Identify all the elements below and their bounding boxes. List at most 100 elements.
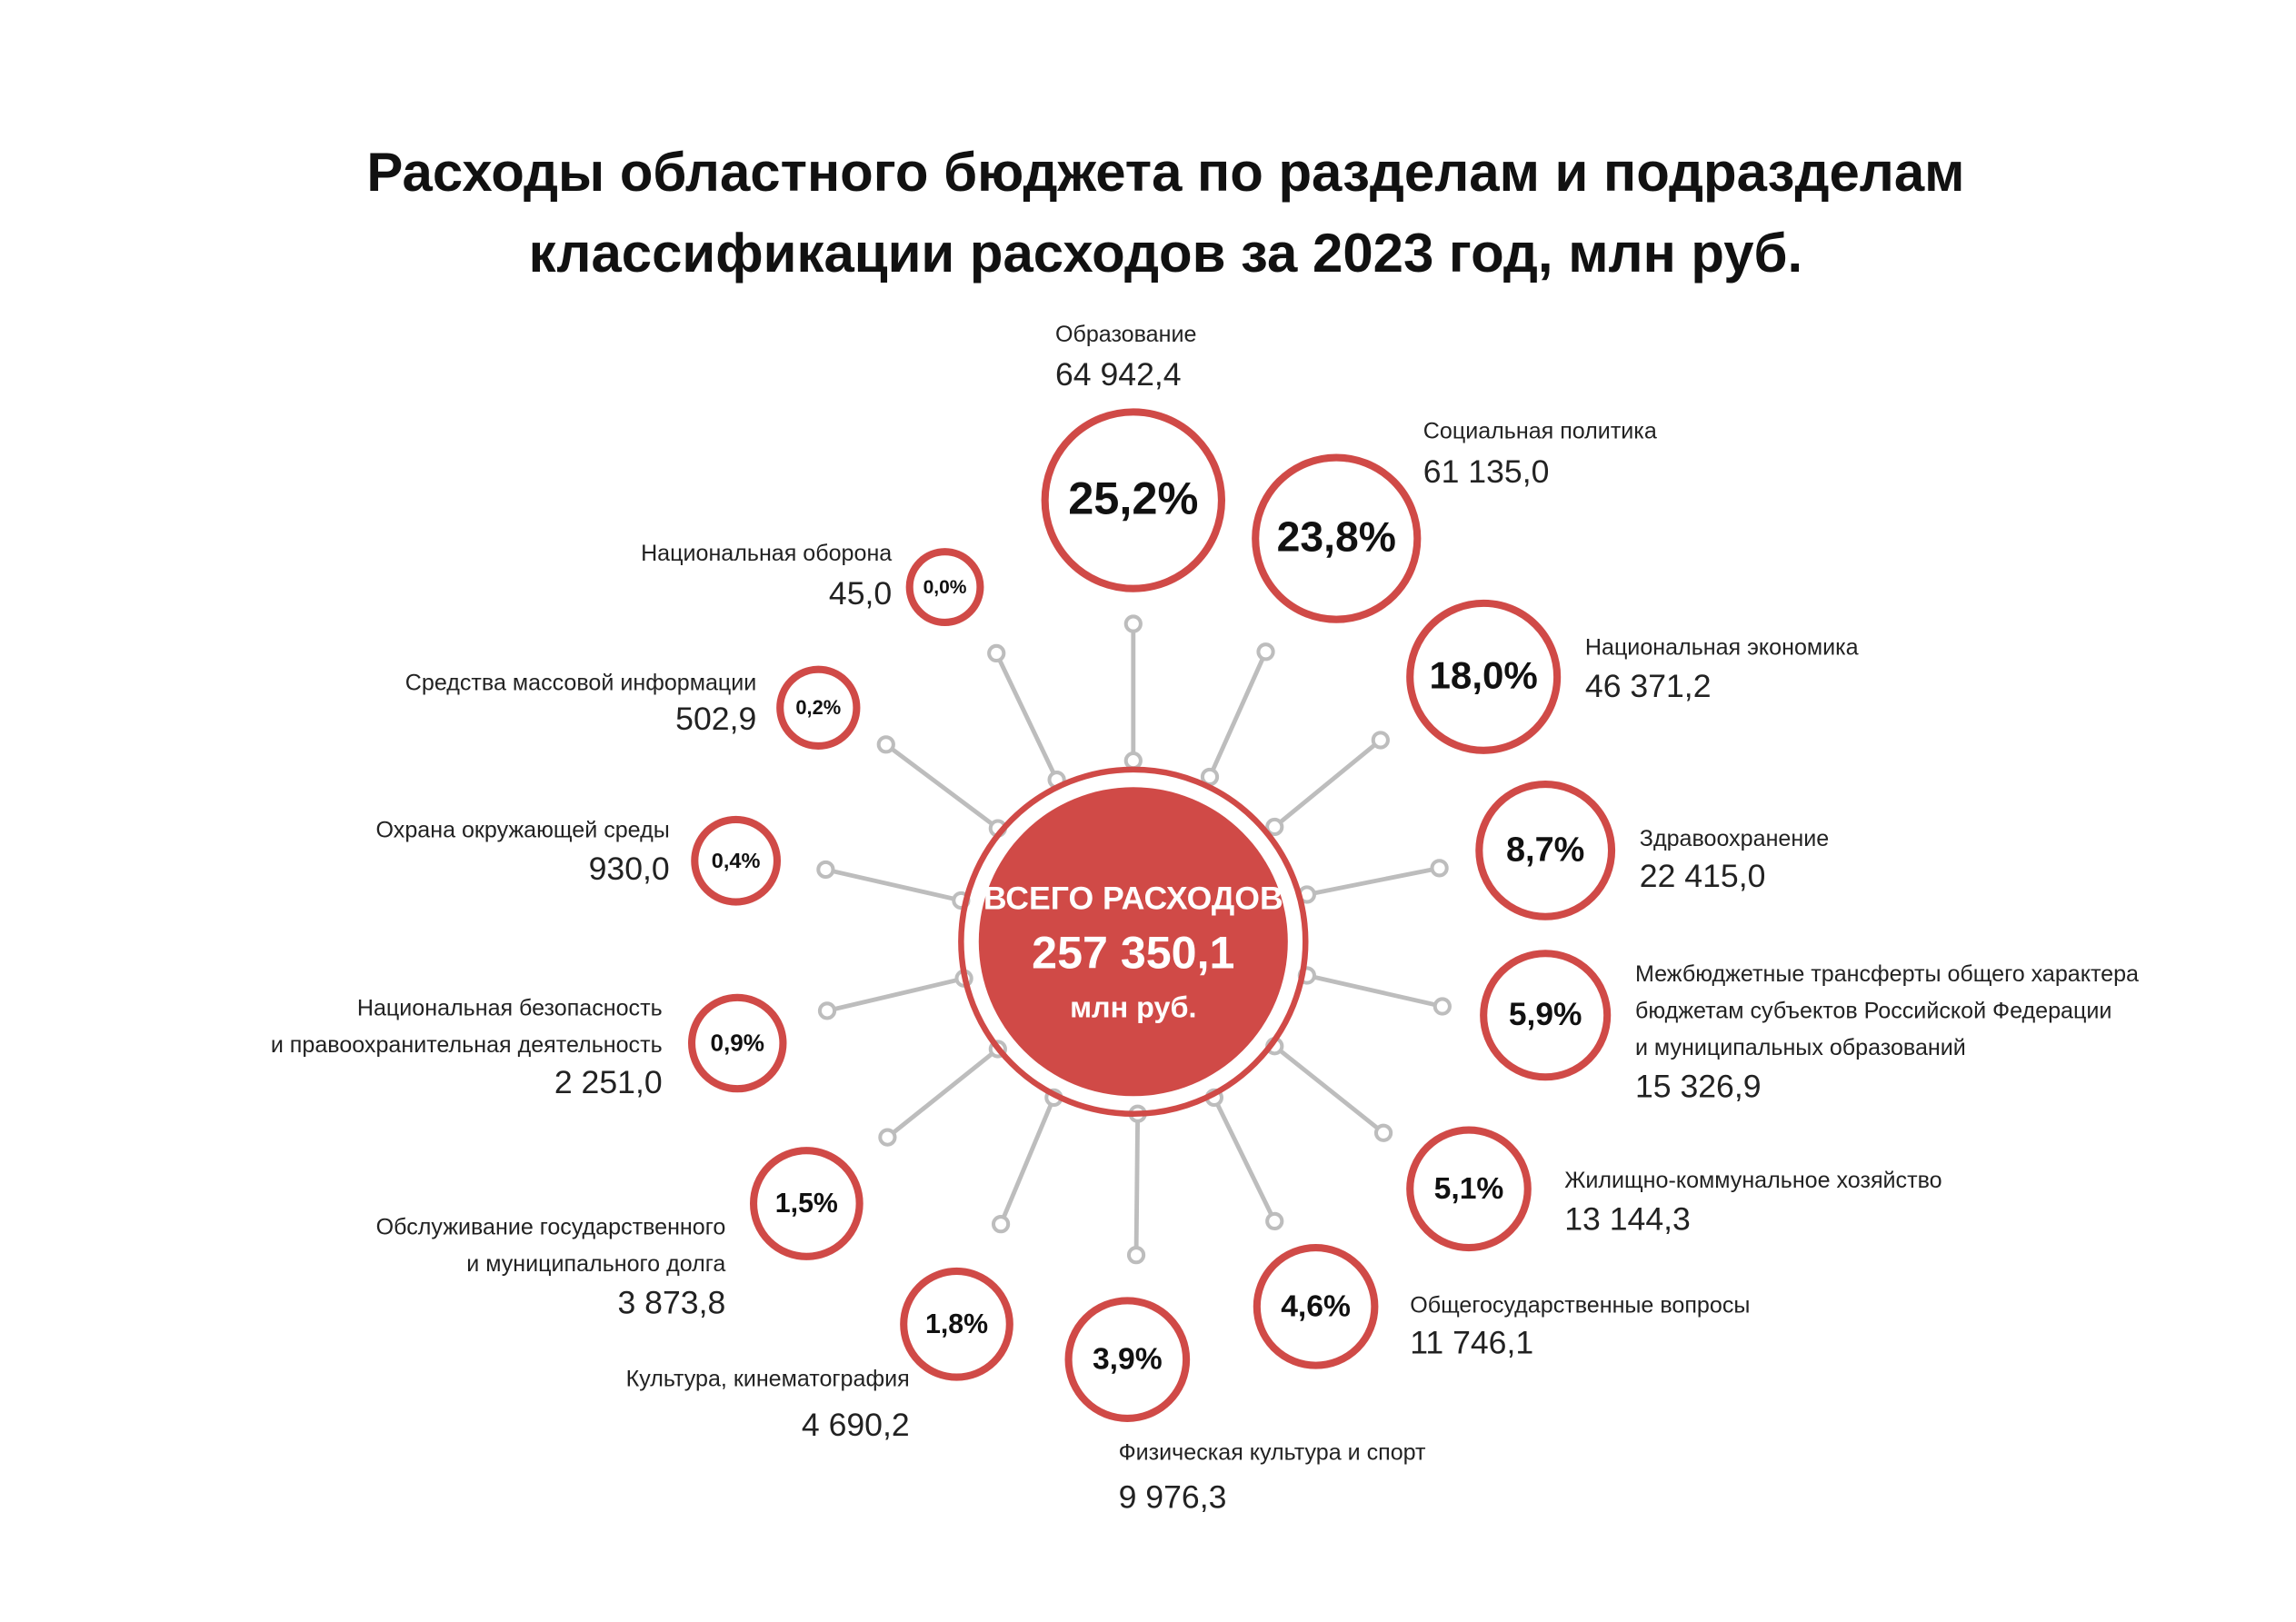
item-label: Охрана окружающей среды: [376, 817, 670, 842]
item-label: Национальная экономика: [1585, 635, 1859, 661]
percent-circle: [688, 993, 787, 1093]
item-value: 4 690,2: [802, 1407, 910, 1443]
spoke-dot: [1123, 751, 1143, 771]
item-label: и муниципального долга: [466, 1251, 725, 1277]
percent: 0,9%: [711, 1030, 764, 1057]
item: 25,2% Образование 64 942,4: [1041, 322, 1226, 592]
spoke: [1306, 973, 1443, 1009]
center-circle: [978, 787, 1288, 1097]
spoke-dot: [1256, 642, 1275, 662]
spoke: [1273, 1044, 1385, 1135]
items: 25,2% Образование 64 942,4 23,8% Социальная …: [271, 322, 2139, 1516]
item-value: 22 415,0: [1640, 858, 1766, 894]
item: 5,1% Жилищно-коммунальное хозяйство 13 144…: [1406, 1126, 1942, 1252]
spoke: [824, 867, 962, 903]
spoke-dot: [1123, 614, 1143, 633]
percent: 23,8%: [1277, 512, 1396, 560]
percent: 0,2%: [795, 696, 841, 719]
item: 8,7% Здравоохранение 22 415,0: [1475, 780, 1829, 920]
spoke: [998, 1096, 1056, 1226]
item-value: 45,0: [829, 575, 892, 612]
percent-circle: [691, 815, 782, 906]
percent: 25,2%: [1068, 472, 1198, 523]
item-value: 46 371,2: [1585, 668, 1712, 704]
item: 0,4% Охрана окружающей среды 930,0: [376, 815, 782, 906]
item-value: 61 135,0: [1423, 453, 1550, 490]
item-label: Общегосударственные вопросы: [1410, 1292, 1750, 1318]
spoke-dot: [1433, 997, 1452, 1016]
spoke-dot: [876, 735, 895, 754]
spoke-dot: [1430, 859, 1449, 878]
item-label: Образование: [1055, 322, 1196, 347]
item-value: 15 326,9: [1635, 1069, 1762, 1105]
percent-circle: [1064, 1297, 1191, 1422]
percent: 0,4%: [712, 849, 761, 872]
spoke: [1133, 1113, 1141, 1256]
item-label: и муниципальных образований: [1635, 1035, 1966, 1060]
center-ring: [958, 766, 1309, 1117]
item: 1,5% Обслуживание государственного и муниц…: [376, 1147, 863, 1321]
title-line: Расходы областного бюджета по разделам и…: [366, 142, 1964, 203]
item-value: 3 873,8: [617, 1285, 725, 1321]
item-value: 930,0: [589, 851, 670, 887]
spoke: [885, 1047, 1000, 1139]
item: 1,8% Культура, кинематография 4 690,2: [626, 1267, 1013, 1443]
percent-circle: [905, 548, 984, 626]
spoke-dot: [817, 1001, 837, 1020]
spoke: [994, 652, 1059, 781]
percent: 0,0%: [923, 577, 967, 598]
item: 0,2% Средства массовой информации 502,9: [405, 665, 861, 750]
item-value: 9 976,3: [1119, 1478, 1227, 1515]
item-value: 13 144,3: [1564, 1200, 1691, 1237]
item: 5,9% Межбюджетные трансферты общего харак…: [1480, 950, 2139, 1105]
percent: 5,9%: [1509, 997, 1582, 1032]
percent-circle: [1406, 1126, 1532, 1252]
spoke-dot: [1373, 1123, 1393, 1142]
center-value: 257 350,1: [1032, 928, 1234, 979]
percent-circle: [1480, 950, 1612, 1081]
spoke-dot: [878, 1128, 897, 1147]
item-label: Обслуживание государственного: [376, 1215, 726, 1240]
percent-circle: [1406, 599, 1562, 754]
percent: 1,5%: [775, 1189, 838, 1219]
item: 3,9% Физическая культура и спорт 9 976,3: [1064, 1297, 1426, 1515]
spoke: [1306, 865, 1441, 897]
item-value: 64 942,4: [1055, 356, 1182, 393]
item-label: Здравоохранение: [1640, 826, 1829, 851]
percent: 8,7%: [1506, 831, 1584, 870]
title-line: классификации расходов за 2023 год, млн …: [529, 223, 1802, 284]
spoke-dot: [1265, 1211, 1284, 1231]
item-label: Межбюджетные трансферты общего характера: [1635, 961, 2139, 987]
percent: 4,6%: [1281, 1289, 1351, 1323]
percent-circle: [900, 1267, 1013, 1381]
item-label: Культура, кинематография: [626, 1366, 910, 1391]
item-label: и правоохранительная деятельность: [271, 1032, 663, 1058]
item: 0,0% Национальная оборона 45,0: [641, 541, 984, 626]
spoke: [826, 976, 965, 1013]
percent-circle: [750, 1147, 863, 1260]
percent-circle: [776, 665, 861, 750]
item-label: Средства массовой информации: [405, 671, 756, 696]
item: 23,8% Социальная политика 61 135,0: [1252, 419, 1657, 623]
percent: 18,0%: [1430, 654, 1538, 697]
spokes: [816, 614, 1452, 1265]
item: 0,9% Национальная безопасность и правоохра…: [271, 993, 787, 1100]
center-unit: млн руб.: [1070, 990, 1196, 1023]
percent-circle: [1041, 408, 1226, 592]
item-label: бюджетам субъектов Российской Федерации: [1635, 999, 2111, 1024]
spoke-dot: [991, 1215, 1011, 1234]
item-value: 2 251,0: [554, 1064, 663, 1100]
percent-circle: [1475, 780, 1616, 920]
percent-circle: [1253, 1244, 1379, 1369]
percent: 5,1%: [1434, 1172, 1504, 1206]
spoke-dot: [1265, 817, 1284, 837]
spoke-dot: [1371, 731, 1390, 750]
item-label: Жилищно-коммунальное хозяйство: [1564, 1168, 1942, 1193]
percent-circle: [1252, 453, 1422, 623]
spoke-dot: [987, 643, 1006, 663]
spoke: [1212, 1096, 1277, 1222]
spoke-dot: [1126, 1246, 1146, 1265]
percent: 1,8%: [925, 1309, 988, 1339]
